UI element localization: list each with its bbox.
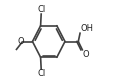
Text: O: O xyxy=(17,37,24,46)
Text: OH: OH xyxy=(80,24,93,33)
Text: Cl: Cl xyxy=(37,69,45,78)
Text: Cl: Cl xyxy=(37,5,45,14)
Text: O: O xyxy=(82,50,89,59)
